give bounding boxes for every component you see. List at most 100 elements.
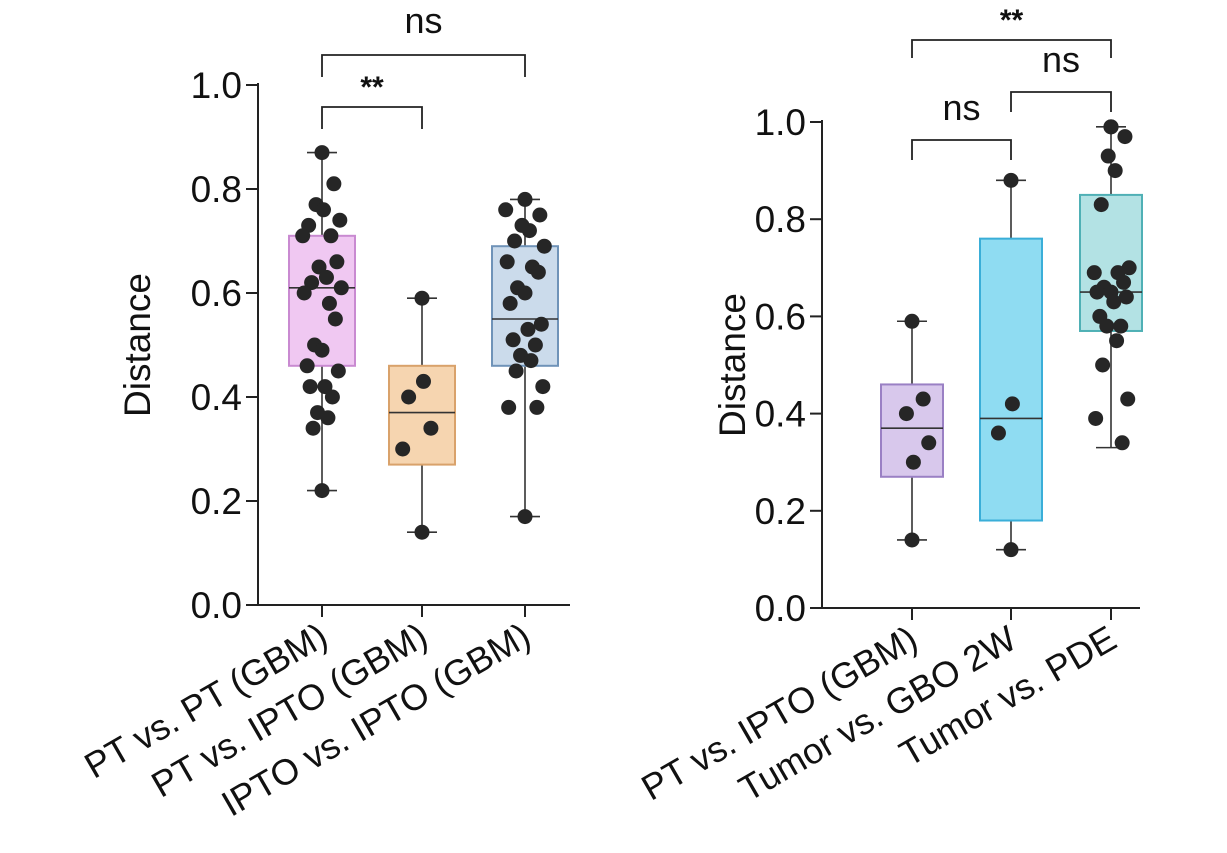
- box-iqr: [979, 237, 1043, 522]
- box-3: [1079, 119, 1143, 451]
- data-point: [1116, 274, 1132, 290]
- data-point: [423, 420, 439, 436]
- significance-bracket: ns: [1010, 39, 1112, 112]
- data-point: [329, 254, 345, 270]
- data-point: [299, 358, 315, 374]
- data-point: [1114, 435, 1130, 451]
- data-point: [523, 353, 539, 369]
- significance-label: ns: [942, 87, 980, 128]
- data-point: [415, 373, 431, 389]
- data-point: [517, 285, 533, 301]
- data-point: [898, 406, 914, 422]
- data-point: [1106, 294, 1122, 310]
- significance-label: ns: [1042, 39, 1080, 80]
- y-axis-title: Distance: [712, 293, 753, 437]
- bracket-line: [911, 39, 1112, 58]
- box-1: [288, 145, 356, 499]
- data-point: [529, 399, 545, 415]
- y-tick-label: 0.0: [755, 588, 806, 629]
- y-tick-label: 0.2: [755, 491, 806, 532]
- significance-bracket: ns: [911, 87, 1012, 160]
- data-point: [1003, 542, 1019, 558]
- y-tick-label: 0.8: [191, 169, 242, 210]
- data-point: [501, 399, 517, 415]
- y-tick-label: 0.0: [191, 585, 242, 626]
- data-point: [414, 290, 430, 306]
- data-point: [318, 269, 334, 285]
- significance-bracket: ns: [321, 0, 526, 77]
- data-point: [314, 145, 330, 161]
- data-point: [1109, 333, 1125, 349]
- data-point: [1107, 163, 1123, 179]
- data-point: [320, 410, 336, 426]
- data-point: [904, 313, 920, 329]
- data-point: [1118, 289, 1134, 305]
- data-point: [1113, 318, 1129, 334]
- data-point: [517, 509, 533, 525]
- data-point: [905, 454, 921, 470]
- data-point: [530, 264, 546, 280]
- data-point: [321, 295, 337, 311]
- data-point: [315, 202, 331, 218]
- data-point: [915, 391, 931, 407]
- bracket-line: [321, 106, 423, 129]
- y-tick-label: 0.6: [191, 273, 242, 314]
- data-point: [304, 275, 320, 291]
- significance-bracket: **: [321, 71, 423, 129]
- data-point: [302, 379, 318, 395]
- data-point: [498, 202, 514, 218]
- data-point: [1103, 119, 1119, 135]
- data-point: [505, 332, 521, 348]
- data-point: [333, 280, 349, 296]
- data-point: [314, 342, 330, 358]
- significance-bracket: **: [911, 4, 1112, 58]
- data-point: [1003, 172, 1019, 188]
- data-point: [311, 259, 327, 275]
- data-point: [517, 191, 533, 207]
- data-point: [296, 285, 312, 301]
- bracket-line: [911, 139, 1012, 160]
- data-point: [326, 176, 342, 192]
- bracket-line: [321, 54, 526, 77]
- data-point: [921, 435, 937, 451]
- data-point: [1004, 396, 1020, 412]
- data-point: [502, 295, 518, 311]
- box-2: [388, 290, 456, 540]
- data-point: [536, 238, 552, 254]
- data-point: [527, 337, 543, 353]
- data-point: [317, 379, 333, 395]
- data-point: [521, 223, 537, 239]
- significance-label: **: [360, 71, 384, 104]
- data-point: [1093, 197, 1109, 213]
- data-point: [1117, 129, 1133, 145]
- data-point: [990, 425, 1006, 441]
- bracket-line: [1010, 91, 1112, 112]
- data-point: [305, 420, 321, 436]
- data-point: [1120, 391, 1136, 407]
- data-point: [533, 316, 549, 332]
- data-point: [323, 228, 339, 244]
- data-point: [520, 321, 536, 337]
- y-axis-title: Distance: [117, 273, 158, 417]
- data-point: [1099, 318, 1115, 334]
- data-point: [324, 389, 340, 405]
- data-point: [1100, 148, 1116, 164]
- data-point: [535, 379, 551, 395]
- data-point: [1088, 410, 1104, 426]
- data-point: [395, 441, 411, 457]
- y-tick-label: 0.6: [755, 296, 806, 337]
- data-point: [314, 483, 330, 499]
- significance-label: **: [1000, 4, 1024, 37]
- data-point: [401, 389, 417, 405]
- data-point: [1095, 357, 1111, 373]
- data-point: [295, 228, 311, 244]
- data-point: [904, 532, 920, 548]
- significance-label: ns: [404, 0, 442, 41]
- y-tick-label: 0.4: [755, 394, 806, 435]
- data-point: [332, 212, 348, 228]
- box-1: [880, 313, 944, 548]
- data-point: [1086, 265, 1102, 281]
- data-point: [330, 363, 346, 379]
